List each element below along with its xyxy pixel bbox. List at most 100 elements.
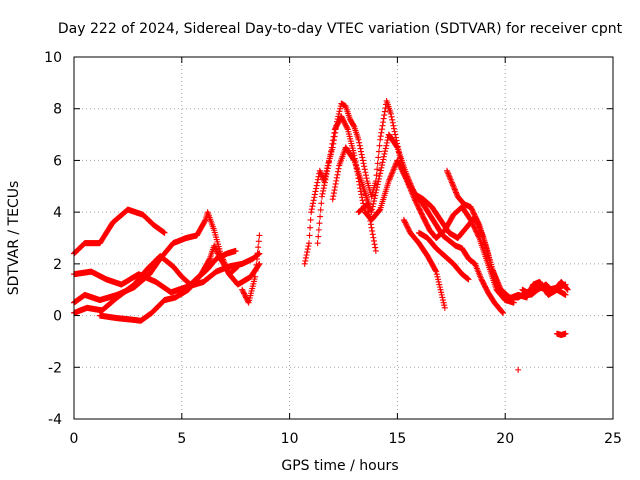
series-s16 bbox=[553, 330, 569, 338]
data-point bbox=[472, 214, 479, 221]
data-point bbox=[242, 293, 249, 300]
data-point bbox=[377, 167, 384, 174]
series-s4 bbox=[71, 242, 241, 316]
data-point bbox=[330, 133, 337, 140]
data-point bbox=[309, 203, 316, 210]
data-point bbox=[317, 213, 324, 220]
data-point bbox=[234, 263, 241, 270]
series-s7 bbox=[301, 97, 507, 316]
data-point bbox=[318, 200, 325, 207]
data-point bbox=[320, 187, 327, 194]
y-tick-labels: -4 -2 0 2 4 6 8 10 bbox=[44, 50, 62, 428]
data-point bbox=[368, 224, 375, 231]
data-point bbox=[475, 220, 482, 227]
data-point bbox=[342, 121, 349, 128]
data-point bbox=[370, 198, 377, 205]
y-tick-label: 2 bbox=[53, 257, 62, 273]
data-point bbox=[234, 263, 241, 270]
data-point bbox=[562, 291, 569, 298]
data-point bbox=[328, 144, 335, 151]
data-point bbox=[474, 218, 481, 225]
data-point bbox=[470, 210, 477, 217]
data-point bbox=[383, 142, 390, 149]
data-point bbox=[412, 198, 419, 205]
data-point bbox=[375, 148, 382, 155]
data-point bbox=[206, 256, 213, 263]
data-point bbox=[305, 243, 312, 250]
series-s10 bbox=[355, 201, 379, 254]
y-tick-label: 0 bbox=[53, 309, 62, 325]
data-point bbox=[370, 237, 377, 244]
data-point bbox=[375, 178, 382, 185]
data-point bbox=[468, 205, 475, 212]
data-point bbox=[380, 119, 387, 126]
data-point bbox=[319, 190, 326, 197]
data-point bbox=[329, 140, 336, 147]
data-point bbox=[365, 208, 372, 215]
data-point bbox=[329, 137, 336, 144]
data-point bbox=[307, 216, 314, 223]
data-point bbox=[404, 224, 411, 231]
data-point bbox=[381, 150, 388, 157]
data-point bbox=[401, 218, 408, 225]
data-point bbox=[413, 200, 420, 207]
series-s5 bbox=[96, 247, 239, 324]
data-point bbox=[404, 223, 411, 230]
data-point bbox=[450, 183, 457, 190]
data-point bbox=[358, 148, 365, 155]
data-point bbox=[310, 197, 317, 204]
data-point bbox=[211, 242, 218, 249]
data-point bbox=[380, 153, 387, 160]
data-point bbox=[363, 175, 370, 182]
data-point bbox=[475, 219, 482, 226]
x-tick-label: 15 bbox=[388, 431, 406, 447]
data-point bbox=[361, 163, 368, 170]
data-point bbox=[450, 182, 457, 189]
data-point bbox=[402, 219, 409, 226]
data-point bbox=[415, 205, 422, 212]
data-point bbox=[374, 184, 381, 191]
data-point bbox=[374, 166, 381, 173]
data-point bbox=[350, 122, 357, 129]
data-point bbox=[406, 227, 413, 234]
data-point bbox=[255, 238, 262, 245]
y-tick-label: 10 bbox=[44, 50, 62, 66]
data-point bbox=[358, 191, 365, 198]
data-point bbox=[378, 126, 385, 133]
data-point bbox=[499, 309, 506, 316]
data-point bbox=[373, 186, 380, 193]
data-point bbox=[340, 117, 347, 124]
data-point bbox=[330, 190, 337, 197]
data-point bbox=[362, 172, 369, 179]
data-point bbox=[375, 154, 382, 161]
data-point bbox=[432, 267, 439, 274]
data-point bbox=[564, 285, 571, 292]
data-point bbox=[315, 226, 322, 233]
series-s17 bbox=[515, 366, 522, 373]
data-point bbox=[451, 185, 458, 192]
data-point bbox=[364, 201, 371, 208]
data-point bbox=[379, 159, 386, 166]
data-point bbox=[392, 134, 399, 141]
data-point bbox=[333, 174, 340, 181]
data-point bbox=[434, 273, 441, 280]
x-tick-label: 5 bbox=[177, 431, 186, 447]
data-point bbox=[304, 246, 311, 253]
data-point bbox=[233, 264, 240, 271]
data-point bbox=[361, 166, 368, 173]
data-point bbox=[308, 206, 315, 213]
data-point bbox=[465, 276, 472, 283]
data-point bbox=[304, 249, 311, 256]
data-point bbox=[379, 122, 386, 129]
data-point bbox=[306, 232, 313, 239]
data-point bbox=[441, 302, 448, 309]
data-point bbox=[382, 148, 389, 155]
data-point bbox=[371, 241, 378, 248]
data-point bbox=[367, 221, 374, 228]
data-point bbox=[344, 125, 351, 132]
data-point bbox=[366, 214, 373, 221]
data-point bbox=[376, 207, 383, 214]
data-point bbox=[370, 200, 377, 207]
data-point bbox=[340, 118, 347, 125]
data-point bbox=[359, 157, 366, 164]
